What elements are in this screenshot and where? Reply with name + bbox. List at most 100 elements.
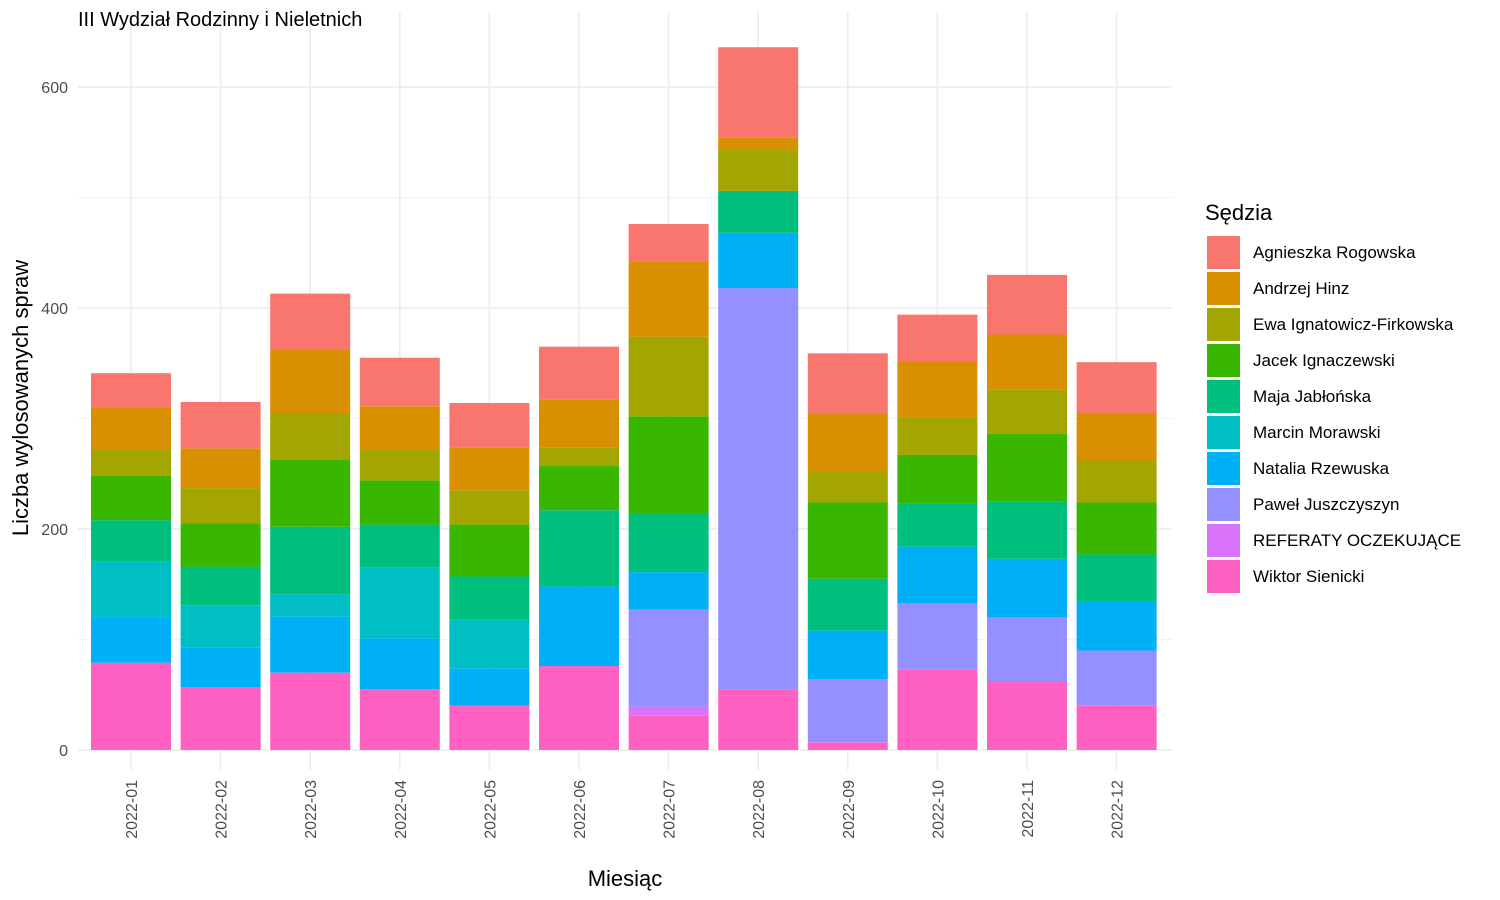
bar-segment bbox=[987, 681, 1067, 750]
legend-swatch bbox=[1207, 272, 1240, 305]
x-axis-title: Miesiąc bbox=[588, 866, 663, 891]
bar-segment bbox=[449, 668, 530, 706]
bar-segment bbox=[270, 412, 351, 460]
bar-segment bbox=[628, 261, 709, 337]
bar-segment bbox=[987, 433, 1067, 502]
bar-segment bbox=[270, 349, 351, 413]
legend-label: Wiktor Sienicki bbox=[1253, 567, 1364, 586]
bar-segment bbox=[449, 403, 530, 448]
legend-swatch bbox=[1207, 416, 1240, 449]
bar-segment bbox=[180, 566, 261, 606]
bar-segment bbox=[807, 353, 888, 415]
bar-segment bbox=[359, 406, 440, 450]
bar-segment bbox=[270, 616, 351, 673]
legend-label: Natalia Rzewuska bbox=[1253, 459, 1390, 478]
bar-segment bbox=[539, 399, 619, 448]
bar-segment bbox=[91, 449, 171, 476]
bar-segment bbox=[987, 617, 1067, 682]
bar-segment bbox=[180, 448, 261, 489]
bar-segment bbox=[807, 742, 888, 750]
bar-segment bbox=[807, 502, 888, 579]
bar-segment bbox=[270, 594, 351, 617]
bar-segment bbox=[270, 672, 351, 750]
bar-segment bbox=[359, 638, 440, 690]
legend-label: Marcin Morawski bbox=[1253, 423, 1381, 442]
bar-segment bbox=[180, 488, 261, 524]
x-tick-label: 2022-10 bbox=[930, 780, 947, 839]
legend-swatch bbox=[1207, 452, 1240, 485]
bar-segment bbox=[718, 288, 799, 690]
bar-segment bbox=[359, 689, 440, 750]
bar-segment bbox=[449, 447, 530, 491]
bar-segment bbox=[897, 417, 978, 455]
bar-segment bbox=[539, 466, 619, 511]
bar-segment bbox=[539, 447, 619, 467]
legend-label: Jacek Ignaczewski bbox=[1253, 351, 1395, 370]
x-tick-label: 2022-03 bbox=[303, 780, 320, 839]
bar-segment bbox=[180, 605, 261, 648]
x-tick-label: 2022-02 bbox=[214, 780, 231, 839]
bar-segment bbox=[628, 416, 709, 514]
bar-segment bbox=[987, 558, 1067, 618]
bar-segment bbox=[180, 687, 261, 750]
bar-segment bbox=[718, 190, 799, 233]
bar-segment bbox=[91, 407, 171, 450]
legend-label: Maja Jabłońska bbox=[1253, 387, 1372, 406]
x-tick-label: 2022-04 bbox=[393, 780, 410, 839]
x-tick-label: 2022-01 bbox=[124, 780, 141, 839]
bar-segment bbox=[718, 232, 799, 289]
bar-segment bbox=[807, 679, 888, 743]
x-axis-ticks: 2022-01 2022-02 2022-03 2022-04 2022-05 2022-… bbox=[124, 780, 1127, 839]
bar-segment bbox=[897, 454, 978, 504]
bar-segment bbox=[270, 459, 351, 527]
bar-segment bbox=[1076, 412, 1157, 461]
bar-segment bbox=[270, 293, 351, 350]
bar-segment bbox=[897, 361, 978, 418]
bar-segment bbox=[897, 314, 978, 362]
bar-segment bbox=[91, 617, 171, 663]
x-tick-label: 2022-12 bbox=[1110, 780, 1127, 839]
bar-segment bbox=[91, 475, 171, 521]
bar-segment bbox=[807, 414, 888, 472]
bar-segment bbox=[718, 689, 799, 750]
legend-swatch bbox=[1207, 380, 1240, 413]
y-axis-ticks: 0 200 400 600 bbox=[41, 80, 68, 760]
legend-swatch bbox=[1207, 488, 1240, 521]
legend-swatch bbox=[1207, 560, 1240, 593]
x-tick-label: 2022-08 bbox=[751, 780, 768, 839]
bar-segment bbox=[91, 373, 171, 408]
y-axis-title: Liczba wylosowanych spraw bbox=[8, 260, 33, 536]
bar-segment bbox=[987, 334, 1067, 390]
bar-segment bbox=[180, 647, 261, 688]
bar-segment bbox=[718, 149, 799, 191]
bar-segment bbox=[718, 137, 799, 150]
bar-segment bbox=[1076, 601, 1157, 651]
bar-segment bbox=[807, 630, 888, 680]
bar-segment bbox=[449, 576, 530, 620]
bar-segment bbox=[359, 567, 440, 639]
y-tick-label: 200 bbox=[41, 522, 68, 539]
bar-segment bbox=[628, 572, 709, 610]
legend-swatch bbox=[1207, 236, 1240, 269]
legend-swatch bbox=[1207, 524, 1240, 557]
bar-segment bbox=[539, 510, 619, 587]
bar-segment bbox=[1076, 502, 1157, 555]
bar-segment bbox=[628, 706, 709, 716]
legend-label: Paweł Juszczyszyn bbox=[1253, 495, 1399, 514]
legend-label: Agnieszka Rogowska bbox=[1253, 243, 1416, 262]
legend-title: Sędzia bbox=[1205, 200, 1273, 225]
legend-label: Ewa Ignatowicz-Firkowska bbox=[1253, 315, 1454, 334]
bar-segment bbox=[1076, 705, 1157, 750]
bar-segment bbox=[180, 523, 261, 567]
x-tick-label: 2022-09 bbox=[841, 780, 858, 839]
bar-segment bbox=[987, 389, 1067, 434]
chart-title: III Wydział Rodzinny i Nieletnich bbox=[78, 9, 362, 31]
x-tick-label: 2022-11 bbox=[1020, 780, 1037, 838]
legend-swatch bbox=[1207, 308, 1240, 341]
bar-segment bbox=[1076, 362, 1157, 413]
bar-segment bbox=[449, 705, 530, 750]
bars bbox=[91, 47, 1157, 750]
bar-segment bbox=[628, 336, 709, 417]
bar-segment bbox=[1076, 460, 1157, 503]
